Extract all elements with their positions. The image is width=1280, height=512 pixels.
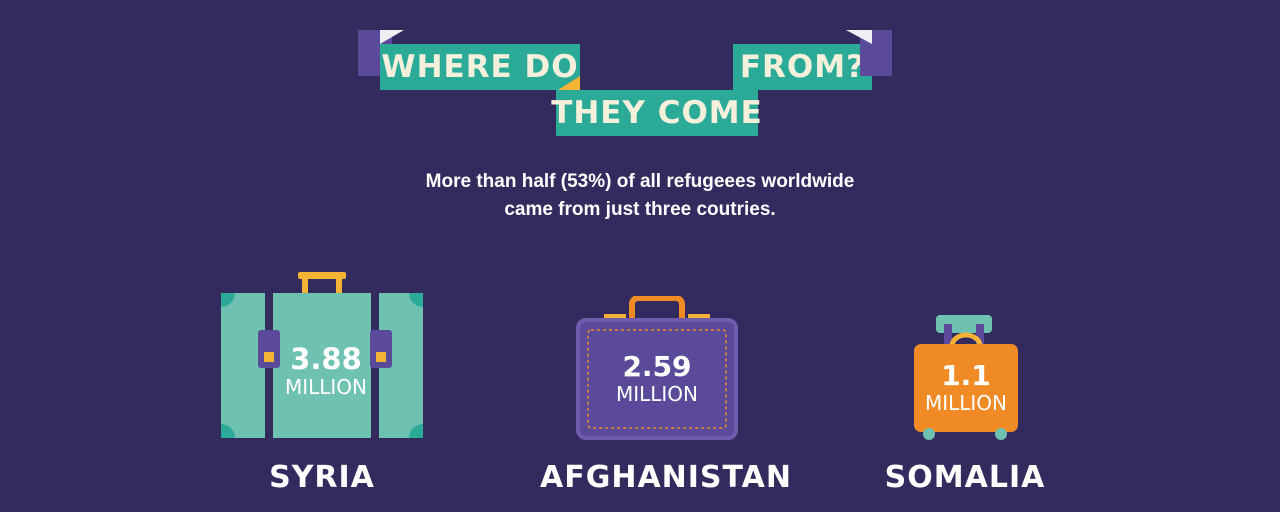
title-line-2-text: THEY COME [551, 95, 763, 131]
subtitle: More than half (53%) of all refugeees wo… [340, 168, 940, 224]
somalia-value: 1.1 MILLION [916, 359, 1016, 415]
afghanistan-unit: MILLION [615, 382, 699, 406]
syria-unit: MILLION [284, 375, 368, 399]
somalia-suitcase-icon [914, 315, 1018, 440]
title-line-1-text: WHERE DO [381, 49, 579, 85]
ribbon-left-fold [380, 30, 404, 44]
ribbon-right-fold [846, 30, 872, 44]
syria-number: 3.88 [290, 342, 362, 376]
subtitle-line-1: More than half (53%) of all refugeees wo… [425, 171, 855, 192]
afghanistan-number: 2.59 [622, 350, 692, 383]
title-line-3-text: FROM? [739, 49, 866, 85]
country-somalia: SOMALIA [884, 460, 1046, 495]
afghanistan-value: 2.59 MILLION [597, 350, 717, 406]
ribbon-middle-fold-left [558, 76, 580, 90]
somalia-number: 1.1 [941, 359, 991, 392]
somalia-unit: MILLION [924, 391, 1008, 415]
subtitle-line-2: came from just three coutries. [504, 199, 776, 220]
syria-suitcase-icon [221, 272, 423, 438]
afghanistan-suitcase-icon [576, 296, 738, 440]
syria-value: 3.88 MILLION [273, 342, 379, 399]
title-line-1: WHERE DO [380, 44, 580, 90]
country-afghanistan: AFGHANISTAN [540, 460, 792, 495]
title-line-3: FROM? [733, 44, 872, 90]
country-syria: SYRIA [269, 460, 375, 495]
title-line-2: THEY COME [551, 90, 762, 136]
